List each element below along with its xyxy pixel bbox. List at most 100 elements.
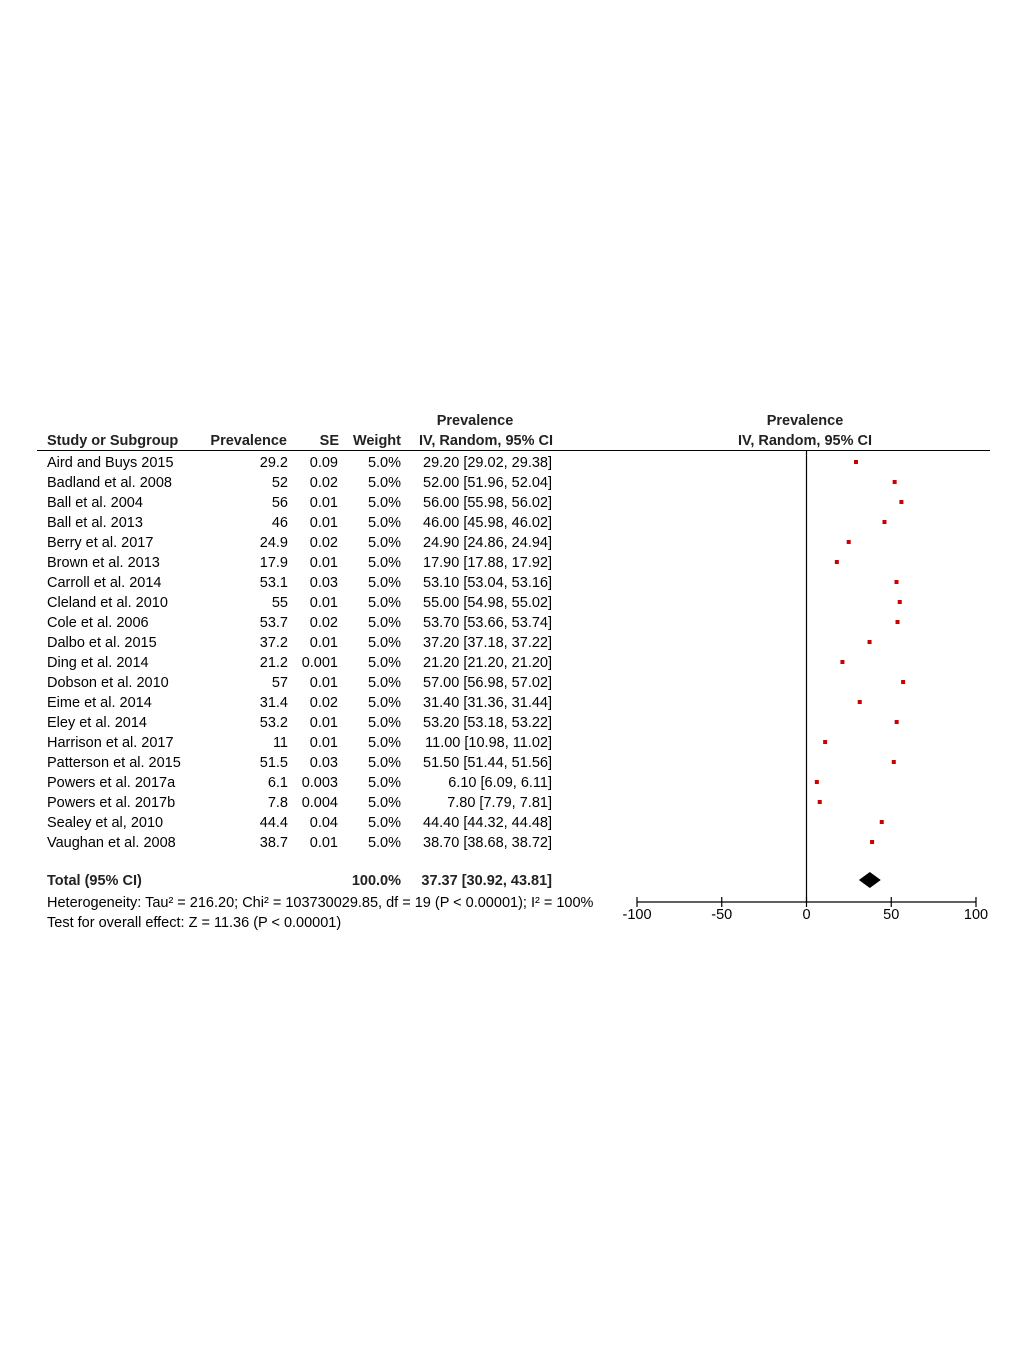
row-ci: 21.20 [21.20, 21.20] xyxy=(423,655,552,671)
row-weight: 5.0% xyxy=(367,715,401,731)
study-point xyxy=(895,620,900,624)
row-study: Eley et al. 2014 xyxy=(47,715,147,731)
row-se: 0.01 xyxy=(309,495,338,511)
header-plot-ci: IV, Random, 95% CI xyxy=(737,433,873,449)
header-plot-prevalence: Prevalence xyxy=(766,413,844,429)
row-ci: 56.00 [55.98, 56.02] xyxy=(423,495,552,511)
row-study: Berry et al. 2017 xyxy=(47,535,154,551)
row-prevalence: 46 xyxy=(271,515,288,531)
total-label: Total (95% CI) xyxy=(47,873,142,889)
row-se: 0.01 xyxy=(309,555,338,571)
row-ci: 53.20 [53.18, 53.22] xyxy=(423,715,552,731)
study-point xyxy=(853,460,858,464)
row-weight: 5.0% xyxy=(367,615,401,631)
row-prevalence: 53.2 xyxy=(259,715,288,731)
row-prevalence: 38.7 xyxy=(259,835,288,851)
study-point xyxy=(897,600,902,604)
row-se: 0.02 xyxy=(309,615,338,631)
row-se: 0.01 xyxy=(309,715,338,731)
study-point xyxy=(870,840,875,844)
row-ci: 53.10 [53.04, 53.16] xyxy=(423,575,552,591)
row-prevalence: 44.4 xyxy=(259,815,288,831)
row-weight: 5.0% xyxy=(367,735,401,751)
study-point xyxy=(846,540,851,544)
pooled-diamond xyxy=(858,872,881,888)
header-se: SE xyxy=(319,433,339,449)
row-weight: 5.0% xyxy=(367,835,401,851)
row-weight: 5.0% xyxy=(367,495,401,511)
row-ci: 11.00 [10.98, 11.02] xyxy=(425,735,552,751)
row-ci: 53.70 [53.66, 53.74] xyxy=(423,615,552,631)
row-prevalence: 57 xyxy=(271,675,288,691)
study-point xyxy=(894,580,899,584)
row-se: 0.02 xyxy=(309,475,338,491)
row-study: Patterson et al. 2015 xyxy=(47,755,181,771)
row-weight: 5.0% xyxy=(367,535,401,551)
row-prevalence: 24.9 xyxy=(259,535,288,551)
study-point xyxy=(882,520,887,524)
row-se: 0.02 xyxy=(309,695,338,711)
row-ci: 38.70 [38.68, 38.72] xyxy=(423,835,552,851)
row-study: Ding et al. 2014 xyxy=(47,655,149,671)
row-ci: 52.00 [51.96, 52.04] xyxy=(423,475,552,491)
overall-effect-text: Test for overall effect: Z = 11.36 (P < … xyxy=(47,915,342,931)
row-ci: 55.00 [54.98, 55.02] xyxy=(423,595,552,611)
x-tick-label: -50 xyxy=(711,907,732,923)
row-weight: 5.0% xyxy=(367,455,401,471)
header-group-prevalence: Prevalence xyxy=(436,413,514,429)
row-study: Dobson et al. 2010 xyxy=(47,675,169,691)
row-study: Powers et al. 2017a xyxy=(47,775,176,791)
row-study: Vaughan et al. 2008 xyxy=(47,835,176,851)
row-study: Harrison et al. 2017 xyxy=(47,735,174,751)
row-prevalence: 21.2 xyxy=(259,655,288,671)
row-study: Dalbo et al. 2015 xyxy=(47,635,157,651)
row-se: 0.003 xyxy=(301,775,338,791)
x-tick-label: 0 xyxy=(802,907,810,923)
row-prevalence: 17.9 xyxy=(259,555,288,571)
row-se: 0.01 xyxy=(309,835,338,851)
row-study: Cleland et al. 2010 xyxy=(47,595,168,611)
row-prevalence: 53.7 xyxy=(259,615,288,631)
row-prevalence: 29.2 xyxy=(259,455,288,471)
row-se: 0.01 xyxy=(309,675,338,691)
row-prevalence: 11 xyxy=(272,735,288,751)
row-weight: 5.0% xyxy=(367,475,401,491)
row-prevalence: 31.4 xyxy=(259,695,288,711)
study-point xyxy=(894,720,899,724)
study-point xyxy=(899,500,904,504)
row-ci: 57.00 [56.98, 57.02] xyxy=(423,675,552,691)
x-tick-label: 50 xyxy=(883,907,899,923)
row-study: Badland et al. 2008 xyxy=(47,475,172,491)
study-point xyxy=(867,640,872,644)
study-point xyxy=(892,480,897,484)
study-point xyxy=(840,660,845,664)
row-study: Aird and Buys 2015 xyxy=(47,455,174,471)
row-ci: 6.10 [6.09, 6.11] xyxy=(448,775,552,791)
study-point xyxy=(817,800,822,804)
row-weight: 5.0% xyxy=(367,695,401,711)
row-se: 0.04 xyxy=(309,815,338,831)
row-study: Cole et al. 2006 xyxy=(47,615,149,631)
study-point xyxy=(814,780,819,784)
total-ci: 37.37 [30.92, 43.81] xyxy=(421,873,552,889)
row-study: Sealey et al, 2010 xyxy=(47,815,164,831)
header-ci: IV, Random, 95% CI xyxy=(419,433,554,449)
study-point xyxy=(823,740,828,744)
row-prevalence: 6.1 xyxy=(267,775,288,791)
study-point xyxy=(857,700,862,704)
row-weight: 5.0% xyxy=(367,635,401,651)
row-se: 0.03 xyxy=(309,575,338,591)
row-weight: 5.0% xyxy=(367,655,401,671)
row-ci: 44.40 [44.32, 44.48] xyxy=(423,815,552,831)
study-point xyxy=(879,820,884,824)
header-study: Study or Subgroup xyxy=(47,433,179,449)
row-weight: 5.0% xyxy=(367,555,401,571)
header-weight: Weight xyxy=(352,433,401,449)
row-prevalence: 55 xyxy=(271,595,288,611)
x-tick-label: 100 xyxy=(964,907,988,923)
row-prevalence: 56 xyxy=(271,495,288,511)
row-study: Carroll et al. 2014 xyxy=(47,575,162,591)
row-se: 0.01 xyxy=(309,515,338,531)
row-se: 0.01 xyxy=(309,635,338,651)
